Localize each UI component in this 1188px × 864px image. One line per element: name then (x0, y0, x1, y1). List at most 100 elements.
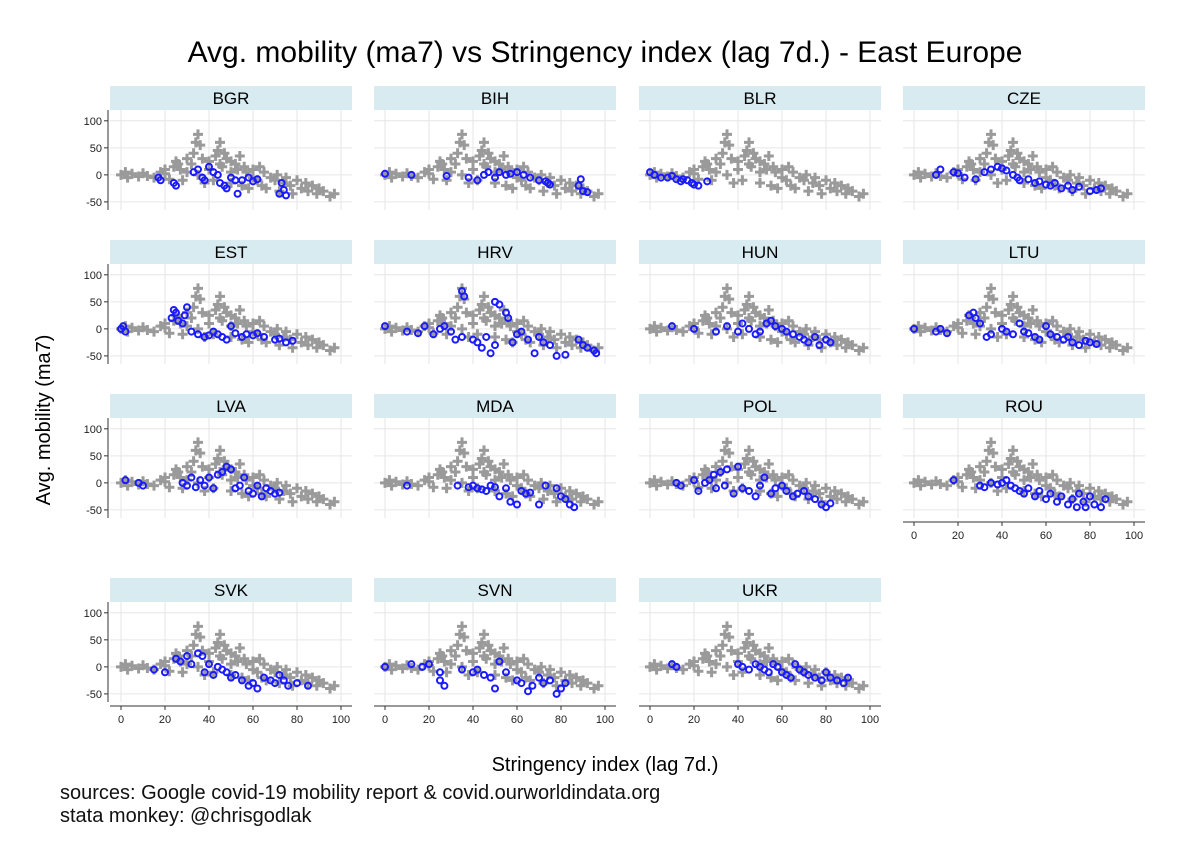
background-point (457, 169, 467, 180)
background-point (516, 667, 527, 678)
data-point (277, 178, 286, 187)
background-point (292, 667, 302, 678)
background-point (722, 283, 732, 294)
background-point (391, 168, 401, 179)
data-point (738, 319, 747, 328)
data-point (1042, 180, 1050, 189)
background-point (188, 148, 199, 159)
data-point (539, 679, 548, 688)
background-point (261, 491, 272, 502)
data-point (1050, 178, 1059, 187)
data-point (191, 483, 200, 492)
y-tick-label: -50 (86, 197, 102, 209)
data-point (414, 329, 422, 338)
background-point (1008, 291, 1018, 302)
panel-label: POL (743, 397, 777, 416)
data-point (526, 173, 535, 182)
background-point (1019, 167, 1029, 178)
data-point (253, 175, 262, 184)
data-point (436, 676, 444, 685)
data-point (418, 662, 427, 671)
data-point (209, 484, 218, 493)
panel-label: BLR (743, 89, 776, 108)
background-point (783, 161, 794, 172)
data-point (528, 681, 537, 690)
x-tick-label: 80 (1084, 530, 1096, 542)
background-point (726, 153, 737, 164)
background-point (1111, 186, 1122, 197)
background-point (234, 642, 245, 653)
data-point (1064, 181, 1072, 190)
background-point (920, 476, 930, 487)
data-point (491, 684, 499, 693)
background-point (406, 324, 417, 335)
background-point (127, 168, 137, 179)
data-point (1068, 338, 1077, 347)
background-point (953, 318, 963, 329)
background-point (474, 458, 485, 469)
background-point (556, 667, 566, 678)
background-point (507, 183, 518, 194)
data-point (782, 327, 791, 336)
data-point (227, 322, 235, 331)
background-point (468, 164, 478, 175)
background-point (215, 291, 225, 302)
data-point (826, 499, 835, 508)
data-point (161, 668, 169, 677)
background-point (468, 318, 478, 329)
background-point (744, 291, 754, 302)
background-point (979, 159, 990, 170)
data-point (1024, 329, 1033, 338)
background-point (711, 645, 721, 656)
data-point (227, 465, 235, 474)
background-point (505, 475, 516, 486)
background-point (285, 180, 296, 191)
background-point (518, 469, 529, 480)
background-point (1065, 323, 1076, 334)
data-point (771, 484, 780, 493)
background-point (182, 461, 192, 472)
data-point (180, 311, 189, 320)
source-note: sources: Google covid-19 mobility report… (60, 782, 661, 804)
background-point (847, 494, 858, 505)
data-point (279, 676, 288, 685)
panel-strip (639, 578, 881, 602)
background-point (182, 153, 192, 164)
background-point (311, 680, 322, 691)
background-point (801, 169, 812, 180)
background-point (195, 632, 206, 643)
data-point (980, 168, 989, 177)
background-point (413, 172, 423, 183)
background-point (1047, 469, 1058, 480)
data-point (288, 336, 297, 345)
data-point (552, 351, 561, 360)
data-point (811, 673, 819, 682)
background-point (483, 640, 494, 651)
data-point (1015, 319, 1024, 328)
x-tick-label: 60 (511, 714, 523, 726)
data-point (381, 662, 389, 671)
data-point (275, 670, 284, 679)
background-point (689, 164, 699, 175)
data-point (668, 322, 676, 331)
background-point (175, 164, 186, 175)
background-point (702, 651, 713, 662)
data-point (238, 676, 246, 685)
background-point (1025, 318, 1036, 329)
background-point (1089, 491, 1100, 502)
background-point (990, 153, 1001, 164)
background-point (272, 661, 283, 672)
background-point (1065, 169, 1076, 180)
data-point (960, 173, 969, 182)
data-point (1042, 322, 1050, 331)
data-point (205, 473, 213, 482)
panel-strip (110, 240, 352, 264)
background-point (979, 313, 990, 324)
background-point (755, 167, 765, 178)
background-point (1065, 477, 1076, 488)
facet-panels: BGR -50 0 50 100 BIH BLR CZE EST -50 0 50 100 HRV HUN L… (84, 86, 1145, 726)
data-point (249, 679, 257, 688)
background-point (239, 161, 250, 172)
background-point (556, 175, 566, 186)
data-point (910, 324, 918, 333)
